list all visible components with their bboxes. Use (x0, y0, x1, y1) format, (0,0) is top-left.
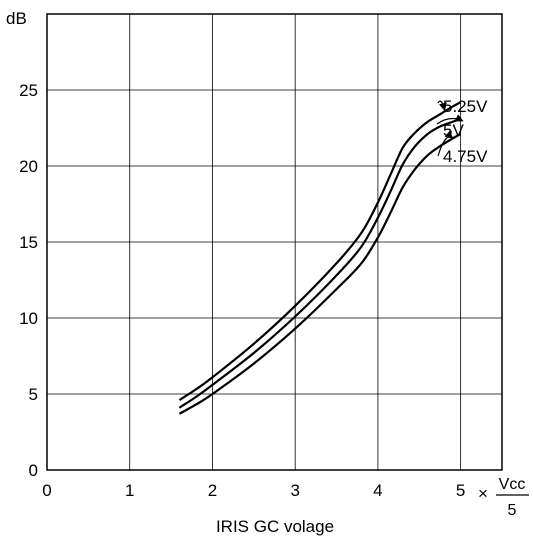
callout-arrow-0 (437, 100, 447, 112)
y-tick-label: 5 (29, 385, 38, 404)
y-axis-label: dB (6, 9, 27, 28)
grid-lines (47, 14, 502, 470)
x-tick-label: 2 (208, 481, 217, 500)
x-tick-label: 3 (290, 481, 299, 500)
y-tick-label: 0 (29, 461, 38, 480)
legend-callouts: 5.25V 5V 4.75V (436, 97, 488, 166)
legend-label-2: 4.75V (443, 147, 488, 166)
x-unit-denominator: 5 (508, 502, 517, 519)
y-tick-label: 25 (19, 81, 38, 100)
callout-arrow-2 (437, 130, 454, 157)
x-unit-times: × (478, 484, 488, 503)
legend-label-1: 5V (443, 121, 464, 140)
series-line-0 (178, 101, 462, 402)
x-tick-label: 1 (125, 481, 134, 500)
x-tick-label: 0 (42, 481, 51, 500)
x-axis-label: IRIS GC volage (216, 517, 334, 536)
tick-labels: 0 1 2 3 4 5 0 5 10 15 20 25 (19, 81, 465, 500)
x-tick-label: 5 (456, 481, 465, 500)
plot-frame (46, 13, 503, 471)
series-line-1 (178, 117, 461, 409)
y-tick-label: 10 (19, 309, 38, 328)
legend-label-0: 5.25V (443, 97, 488, 116)
callout-arrow-1 (436, 114, 464, 125)
y-tick-label: 15 (19, 233, 38, 252)
x-tick-label: 4 (373, 481, 382, 500)
x-unit-fraction: × Vcc 5 (478, 476, 529, 519)
x-unit-numerator: Vcc (499, 476, 526, 493)
series-line-2 (178, 133, 462, 415)
y-tick-label: 20 (19, 157, 38, 176)
series-lines (178, 101, 462, 415)
